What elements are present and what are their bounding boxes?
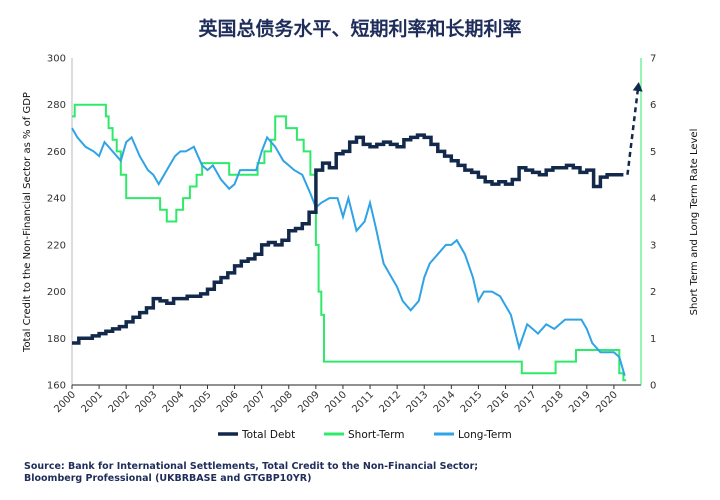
right-y-tick-label: 3 xyxy=(650,240,656,251)
x-tick-label: 2011 xyxy=(350,389,376,415)
source-line-2: Bloomberg Professional (UKBRBASE and GTG… xyxy=(24,473,312,484)
right-y-tick-label: 0 xyxy=(650,381,656,392)
right-y-tick-label: 6 xyxy=(650,100,656,111)
source-note: Source: Bank for International Settlemen… xyxy=(24,461,664,485)
x-tick-label: 2020 xyxy=(594,389,620,415)
x-tick-label: 2012 xyxy=(377,389,403,415)
total-debt-line xyxy=(72,133,624,345)
right-y-tick-label: 5 xyxy=(650,147,656,158)
x-tick-label: 2007 xyxy=(242,389,268,415)
chart-title: 英国总债务水平、短期利率和长期利率 xyxy=(198,18,522,40)
legend: Total Debt Short-Term Long-Term xyxy=(218,429,512,441)
right-y-tick-label: 7 xyxy=(650,54,656,65)
legend-label-total-debt: Total Debt xyxy=(241,429,295,441)
right-y-axis: 0 1 2 3 4 5 6 7 xyxy=(650,54,656,392)
x-axis: 2000 2001 2002 2003 2004 2005 2006 2007 2008 2009… xyxy=(52,385,620,415)
legend-label-short-term: Short-Term xyxy=(348,429,404,441)
left-y-tick-label: 160 xyxy=(47,381,66,392)
left-y-axis: 160 180 200 220 240 260 280 300 xyxy=(47,54,66,392)
right-y-tick-label: 1 xyxy=(650,334,656,345)
x-tick-label: 2017 xyxy=(513,389,539,415)
left-y-tick-label: 180 xyxy=(47,334,66,345)
x-tick-label: 2013 xyxy=(405,389,431,415)
x-tick-label: 2002 xyxy=(107,389,133,415)
x-tick-label: 2016 xyxy=(486,389,512,415)
x-tick-label: 2008 xyxy=(269,389,295,415)
x-tick-label: 2003 xyxy=(134,389,160,415)
total-debt-projection xyxy=(626,85,640,175)
left-y-tick-label: 280 xyxy=(47,100,66,111)
x-tick-label: 2001 xyxy=(79,389,105,415)
legend-label-long-term: Long-Term xyxy=(458,429,512,441)
long-term-line xyxy=(71,127,626,376)
x-tick-label: 2018 xyxy=(540,389,566,415)
left-y-tick-label: 240 xyxy=(47,194,66,205)
x-tick-label: 2009 xyxy=(296,389,322,415)
x-tick-label: 2005 xyxy=(188,389,214,415)
right-y-tick-label: 4 xyxy=(650,194,656,205)
right-axis-title: Short Term and Long Term Rate Level xyxy=(689,129,700,316)
right-y-tick-label: 2 xyxy=(650,287,656,298)
x-tick-label: 2014 xyxy=(432,389,458,415)
left-y-tick-label: 300 xyxy=(47,54,66,65)
left-y-tick-label: 200 xyxy=(47,287,66,298)
source-line-1: Source: Bank for International Settlemen… xyxy=(24,461,479,472)
x-tick-label: 2019 xyxy=(567,389,593,415)
left-y-tick-label: 220 xyxy=(47,240,66,251)
x-tick-label: 2010 xyxy=(323,389,349,415)
x-tick-label: 2015 xyxy=(459,389,485,415)
short-term-line xyxy=(72,103,627,382)
x-tick-label: 2006 xyxy=(215,389,241,415)
projection-arrowhead xyxy=(632,82,643,92)
x-tick-label: 2004 xyxy=(161,389,187,415)
x-tick-label: 2000 xyxy=(52,389,78,415)
left-y-tick-label: 260 xyxy=(47,147,66,158)
left-axis-title: Total Credit to the Non-Financial Sector… xyxy=(22,92,33,353)
series-layer xyxy=(71,82,643,382)
